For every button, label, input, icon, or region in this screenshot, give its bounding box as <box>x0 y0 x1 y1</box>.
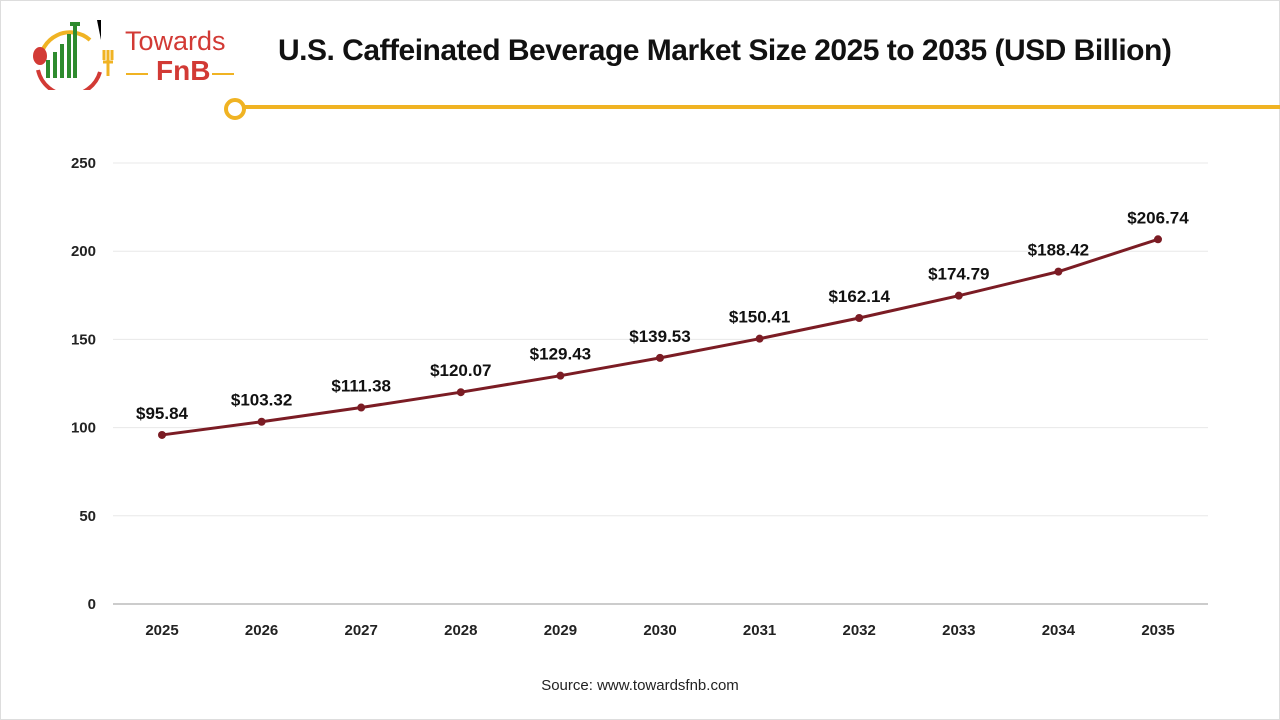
x-tick-label: 2033 <box>942 622 975 639</box>
data-label: $150.41 <box>729 308 790 327</box>
x-tick-label: 2028 <box>444 622 477 639</box>
data-label: $162.14 <box>828 287 890 306</box>
data-label: $103.32 <box>231 391 292 410</box>
data-label: $95.84 <box>136 404 189 423</box>
data-point <box>456 388 465 397</box>
x-tick-label: 2030 <box>643 622 676 639</box>
x-tick-label: 2032 <box>843 622 876 639</box>
data-point <box>158 430 166 439</box>
x-tick-label: 2026 <box>245 622 278 639</box>
data-label: $174.79 <box>928 265 989 284</box>
data-point <box>357 403 366 412</box>
data-label: $139.53 <box>629 327 690 346</box>
y-tick-label: 150 <box>71 331 96 348</box>
source-note: Source: www.towardsfnb.com <box>541 677 739 694</box>
data-label: $120.07 <box>430 361 491 380</box>
y-tick-label: 250 <box>71 155 96 172</box>
data-point <box>1154 235 1162 244</box>
chart-title: U.S. Caffeinated Beverage Market Size 20… <box>278 34 1172 67</box>
x-tick-label: 2025 <box>145 622 178 639</box>
data-label: $206.74 <box>1127 208 1189 227</box>
logo-text-fnb: FnB <box>156 55 211 86</box>
x-tick-label: 2034 <box>1042 622 1076 639</box>
data-point <box>656 353 664 362</box>
x-tick-label: 2027 <box>345 622 378 639</box>
data-point <box>257 417 266 426</box>
y-tick-label: 50 <box>79 508 96 525</box>
data-label: $188.42 <box>1028 241 1089 260</box>
logo-text-towards: Towards <box>125 26 226 56</box>
y-tick-label: 0 <box>88 596 96 613</box>
data-label: $111.38 <box>331 377 391 396</box>
data-label: $129.43 <box>530 345 591 364</box>
y-tick-label: 200 <box>71 243 96 260</box>
logo-icon <box>33 20 114 98</box>
data-point <box>954 291 963 300</box>
data-point <box>755 334 764 343</box>
data-point <box>855 313 864 322</box>
towards-fnb-logo: Towards FnB <box>28 20 234 98</box>
x-tick-label: 2031 <box>743 622 776 639</box>
y-tick-label: 100 <box>71 420 96 437</box>
data-point <box>556 371 565 380</box>
data-point <box>1054 267 1063 276</box>
x-tick-label: 2035 <box>1141 622 1174 639</box>
x-tick-label: 2029 <box>544 622 577 639</box>
